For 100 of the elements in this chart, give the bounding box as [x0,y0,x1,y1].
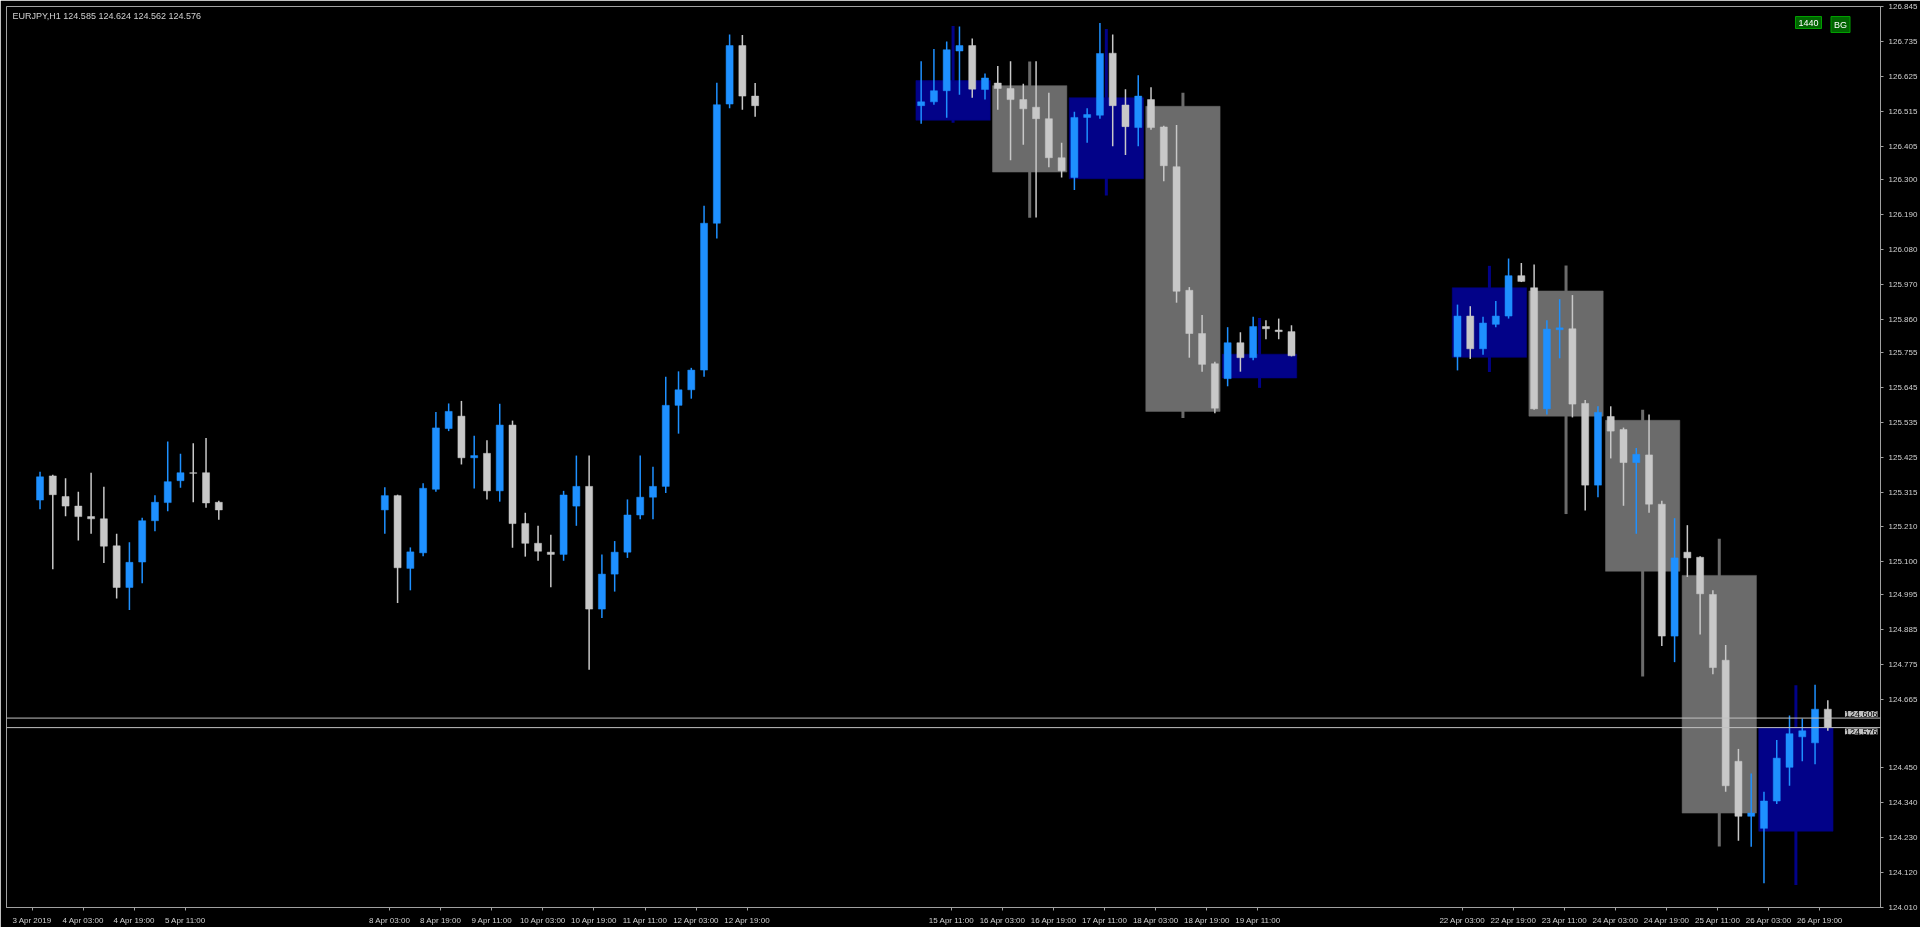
candlestick [1057,142,1066,179]
x-tick-label: 23 Apr 11:00 [1541,915,1588,925]
candlestick [649,465,657,520]
candlestick [49,473,57,571]
candlestick [1121,88,1130,156]
x-tick-label: 18 Apr 03:00 [1132,915,1179,925]
candlestick [1083,107,1091,144]
candlestick [610,540,619,593]
candlestick [981,72,989,101]
y-tick-label: 125.755 [1888,348,1918,358]
candlestick [751,82,759,118]
annotation: BG [1834,19,1848,30]
candlestick [36,471,44,511]
y-tick-label: 126.405 [1888,141,1918,151]
candlestick [1683,524,1692,578]
candlestick [163,440,172,512]
x-tick-label: 10 Apr 19:00 [571,915,617,925]
x-tick-label: 4 Apr 19:00 [113,915,155,925]
x-tick-label: 12 Apr 19:00 [724,915,771,925]
candlestick [1747,772,1755,848]
x-tick-label: 3 Apr 2019 [12,915,52,925]
x-tick-label: 25 Apr 11:00 [1695,915,1741,925]
y-tick-label: 124.340 [1888,798,1918,808]
x-tick-label: 12 Apr 03:00 [673,915,720,925]
x-tick-label: 16 Apr 19:00 [1030,915,1077,925]
x-tick-label: 19 Apr 11:00 [1235,915,1281,925]
y-tick-label: 124.010 [1888,903,1918,912]
y-tick-label: 126.515 [1888,106,1918,116]
y-tick-label: 125.535 [1888,418,1918,428]
candlestick [1032,60,1040,219]
candlestick [87,471,95,535]
candlestick [215,499,223,521]
candlestick [176,452,185,489]
y-tick-label: 126.080 [1888,245,1918,255]
text: EURJPY,H1 124.585 124.624 124.562 124.576 [12,10,201,21]
candlestick [687,367,696,400]
x-tick-label: 15 Apr 11:00 [928,915,975,925]
candlestick [572,454,581,527]
y-tick-label: 126.190 [1888,210,1918,220]
candlestick [1606,405,1615,460]
candlestick [930,48,938,106]
x-tick-label: 22 Apr 19:00 [1490,915,1537,925]
candlestick [74,491,83,542]
x-tick-label: 22 Apr 03:00 [1439,915,1486,925]
y-tick-label: 124.995 [1888,589,1918,599]
y-tick-label: 125.860 [1888,315,1918,325]
y-tick-label: 124.450 [1888,763,1918,773]
x-tick-label: 17 Apr 11:00 [1082,915,1128,925]
candlestick [1492,300,1500,328]
y-tick-label: 124.885 [1888,624,1918,634]
candlestick [61,477,70,518]
candlestick [521,512,530,558]
x-tick-label: 9 Apr 11:00 [471,915,513,925]
candlestick [381,486,389,535]
candlestick [674,370,683,435]
x-tick-label: 11 Apr 11:00 [622,915,668,925]
candlestick [1798,717,1807,763]
y-tick-label: 125.100 [1888,556,1918,566]
y-tick-label: 125.970 [1888,280,1918,290]
y-tick-label: 126.625 [1888,71,1918,81]
y-tick-label: 124.665 [1888,694,1918,704]
x-tick-label: 24 Apr 19:00 [1643,915,1690,925]
candlestick [1274,317,1283,340]
candlestick [994,65,1002,111]
candlestick [189,442,198,504]
candlestick [1006,60,1015,162]
y-tick-label: 124.775 [1888,659,1918,669]
y-tick-label: 126.300 [1888,175,1918,185]
candlestick [534,525,542,562]
y-tick-label: 125.210 [1888,521,1918,531]
ref-line-label: 124.606 [1844,709,1878,720]
candlestick [1019,82,1028,146]
y-tick-label: 126.735 [1888,36,1918,46]
x-tick-label: 5 Apr 11:00 [164,915,206,925]
y-tick-label: 125.645 [1888,383,1918,393]
annotation: 1440 [1798,17,1819,28]
candlestick [955,25,964,96]
x-tick-label: 8 Apr 19:00 [420,915,462,925]
x-tick-label: 8 Apr 03:00 [368,915,411,925]
candlestick [547,533,555,588]
y-tick-label: 125.425 [1888,453,1918,463]
candlestick [1555,298,1564,360]
x-tick-label: 24 Apr 03:00 [1592,915,1639,925]
x-tick-label: 16 Apr 03:00 [979,915,1026,925]
y-tick-label: 126.845 [1888,2,1918,11]
x-tick-label: 26 Apr 19:00 [1796,915,1843,925]
candlestick [1632,447,1641,535]
candlestick [444,402,453,432]
candlestick [151,494,159,532]
candlestick [636,454,644,520]
x-tick-label: 18 Apr 19:00 [1183,915,1230,925]
x-tick-label: 4 Apr 03:00 [62,915,104,925]
candlestick [917,60,925,125]
candlestick [470,435,478,490]
candlestick [1262,319,1270,340]
y-tick-label: 125.315 [1888,488,1918,498]
y-tick-label: 124.120 [1888,868,1918,878]
y-tick-label: 124.230 [1888,833,1918,843]
candlestick [406,546,415,592]
x-tick-label: 26 Apr 03:00 [1745,915,1792,925]
